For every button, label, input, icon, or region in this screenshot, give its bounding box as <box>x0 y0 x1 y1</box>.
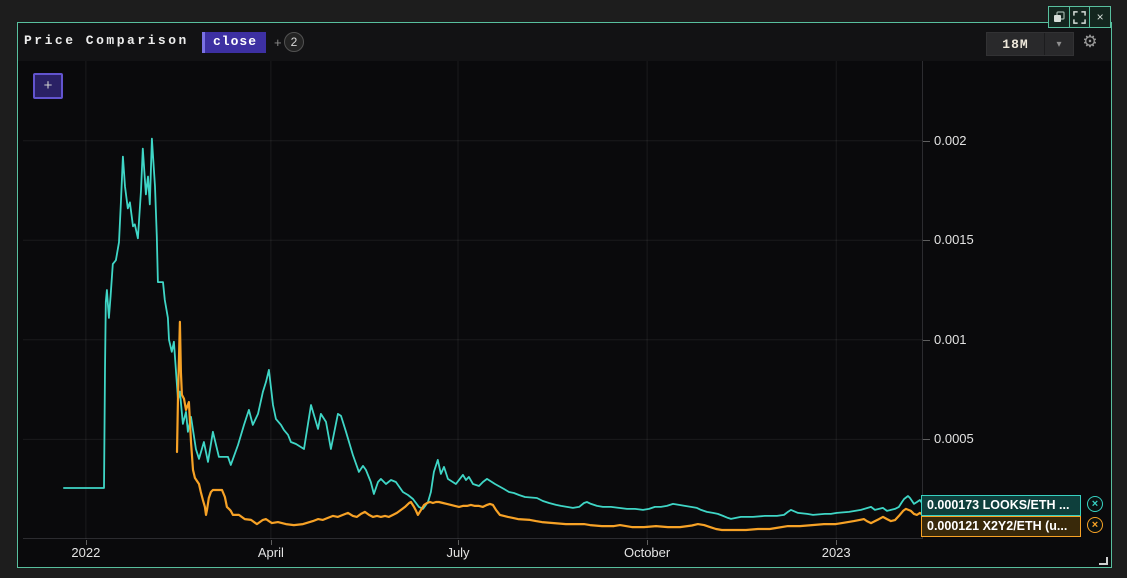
add-series-button[interactable]: + <box>33 73 63 99</box>
x-tick-label: April <box>257 545 284 560</box>
price-comparison-widget: Price Comparison close + 2 18M ▾ ⚙ + 0.0… <box>17 22 1112 568</box>
x-tick-mark <box>85 540 87 545</box>
y-tick-label: 0.0005 <box>934 431 974 447</box>
y-tick-mark <box>923 240 930 242</box>
x-tick-label: 2023 <box>821 545 851 560</box>
remove-looks-button[interactable]: × <box>1087 496 1103 512</box>
plus-icon: + <box>43 77 53 94</box>
x-tick-mark <box>458 540 459 545</box>
x-tick-label: 2022 <box>71 545 101 560</box>
x-tick-mark <box>270 540 272 545</box>
price-chart[interactable] <box>23 61 923 539</box>
duplicate-icon <box>1053 11 1065 22</box>
x2y2-eth-series-line <box>175 320 923 532</box>
duplicate-button[interactable] <box>1049 7 1069 27</box>
settings-button[interactable]: ⚙ <box>1079 31 1101 53</box>
window-controls: × <box>1048 6 1111 28</box>
chevron-down-icon[interactable]: ▾ <box>1044 33 1073 55</box>
plus-separator: + <box>274 35 282 50</box>
fullscreen-button[interactable] <box>1068 7 1090 27</box>
gear-icon: ⚙ <box>1082 32 1098 51</box>
y-tick-label: 0.0015 <box>934 232 974 248</box>
y-tick-mark <box>923 339 930 341</box>
x2y2-price-flag-text: 0.000121 X2Y2/ETH (u... <box>927 519 1068 533</box>
x2y2-price-flag: 0.000121 X2Y2/ETH (u... <box>921 516 1081 537</box>
x-tick-label: October <box>623 545 671 560</box>
y-tick-label: 0.001 <box>934 331 967 347</box>
x-tick-mark <box>647 540 649 545</box>
fullscreen-icon <box>1073 10 1086 24</box>
looks-eth-series-line <box>63 137 923 520</box>
looks-price-flag: 0.000173 LOOKS/ETH ... <box>921 495 1081 516</box>
plot-area <box>23 61 923 539</box>
title-bar: Price Comparison close + 2 18M ▾ ⚙ <box>18 23 1111 61</box>
resize-handle[interactable] <box>1099 557 1108 565</box>
timeframe-value: 18M <box>1002 36 1029 52</box>
x-tick-mark <box>836 540 838 545</box>
circle-x-icon: × <box>1091 519 1099 531</box>
close-icon: × <box>1096 10 1104 24</box>
timeframe-select[interactable]: 18M ▾ <box>986 32 1074 56</box>
series-source-badge[interactable]: close <box>202 32 267 53</box>
y-tick-label: 0.002 <box>934 132 967 148</box>
remove-x2y2-button[interactable]: × <box>1087 517 1103 533</box>
close-window-button[interactable]: × <box>1089 7 1110 27</box>
circle-x-icon: × <box>1091 498 1099 510</box>
x-tick-label: July <box>446 545 470 560</box>
y-tick-mark <box>923 439 930 441</box>
page-title: Price Comparison <box>24 33 189 48</box>
looks-price-flag-text: 0.000173 LOOKS/ETH ... <box>927 498 1070 512</box>
extra-series-count-badge[interactable]: 2 <box>284 32 304 52</box>
y-tick-mark <box>923 140 930 142</box>
